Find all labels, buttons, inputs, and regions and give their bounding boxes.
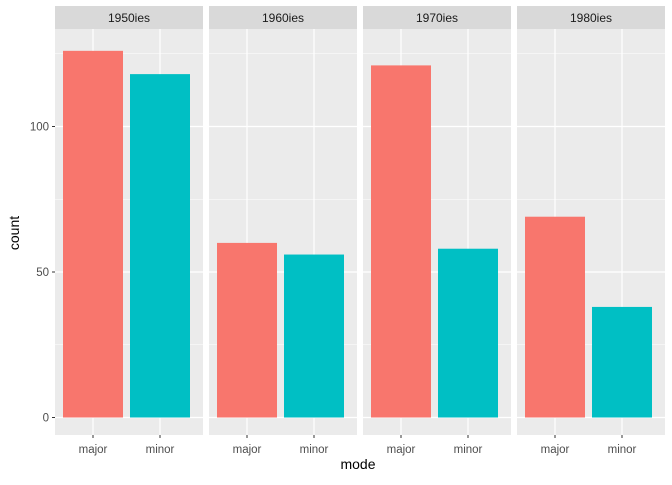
facet-panel-1970ies: 1970ies major minor [363,6,511,456]
facet-strip [363,6,511,29]
x-tick-label: minor [454,444,483,456]
facet-strip-label: 1980ies [570,11,612,25]
x-tick-label: major [541,444,570,456]
bar-major [525,216,585,418]
y-tick-label: 100 [30,122,49,134]
facet-panel-1980ies: 1980ies major minor [517,6,665,456]
facet-strip [55,6,203,29]
bar-major [371,65,431,418]
x-tick-label: major [387,444,416,456]
facet-strip [517,6,665,29]
y-axis-title: count [6,216,22,250]
x-tick-label: major [233,444,262,456]
facet-strip-label: 1970ies [416,11,458,25]
x-tick-label: minor [146,444,175,456]
bar-minor [438,248,498,418]
x-axis-title: mode [340,456,375,472]
facet-strip-label: 1950ies [108,11,150,25]
bar-major [63,50,123,418]
bar-minor [592,306,652,418]
x-tick-label: major [79,444,108,456]
y-axis: 0 50 100 [30,122,55,425]
bar-major [217,242,277,418]
facet-strip-label: 1960ies [262,11,304,25]
facet-panel-1960ies: 1960ies major minor [209,6,357,456]
bar-minor [130,74,190,418]
facet-strip [209,6,357,29]
x-tick-label: minor [608,444,637,456]
y-tick-label: 50 [36,267,49,279]
x-tick-label: minor [300,444,329,456]
y-tick-label: 0 [43,413,49,425]
facet-panel-1950ies: 1950ies major minor [55,6,203,456]
bar-minor [284,254,344,418]
